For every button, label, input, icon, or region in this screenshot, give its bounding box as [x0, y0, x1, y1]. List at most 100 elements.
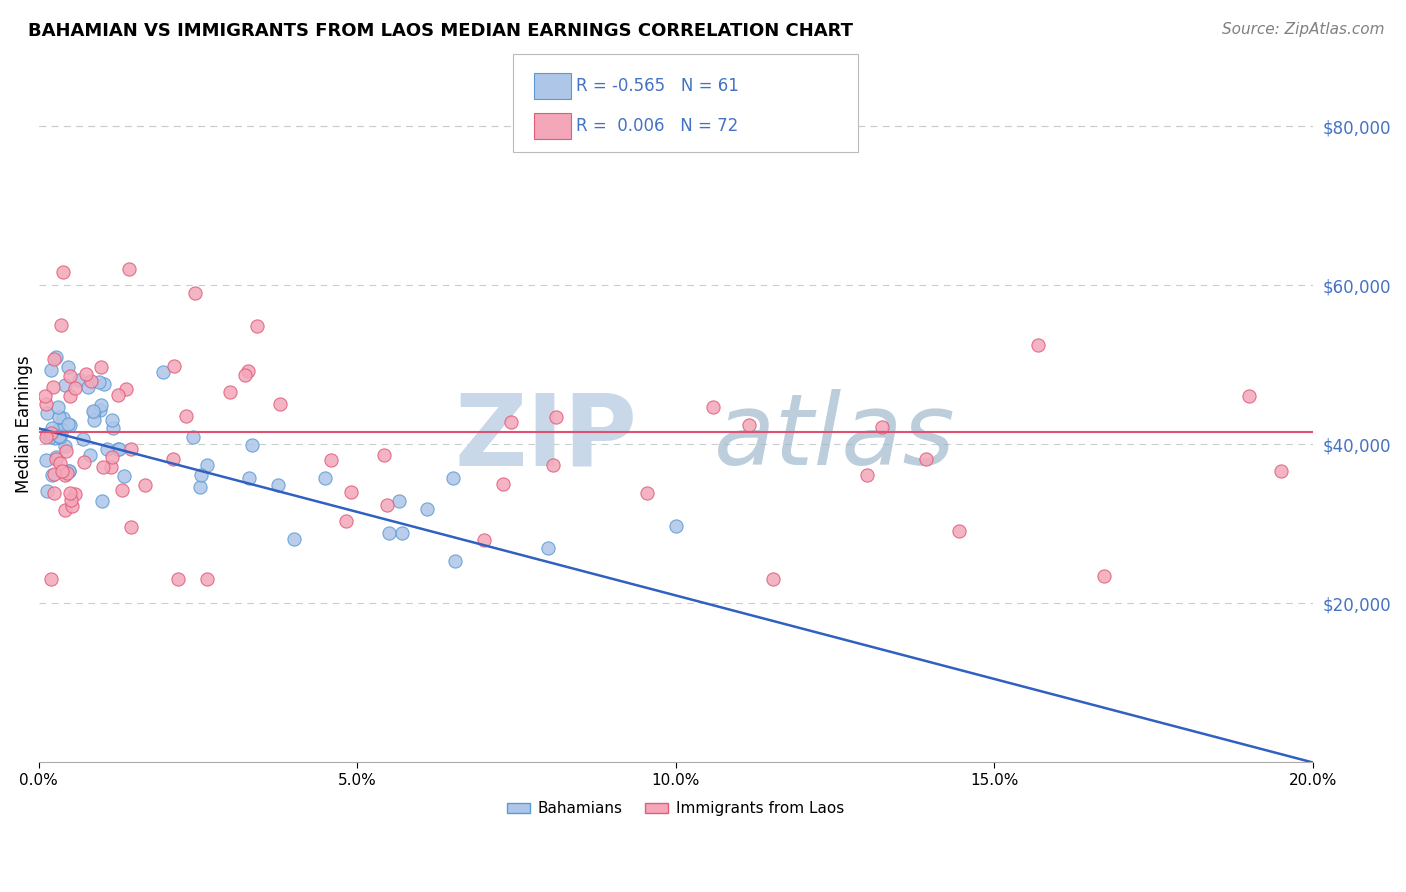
Point: [314, 471, 336, 485]
Point: [444, 553, 467, 567]
Text: ZIP: ZIP: [454, 390, 637, 486]
Point: [100, 460, 122, 475]
Point: [373, 448, 395, 462]
Text: R =  0.006   N = 72: R = 0.006 N = 72: [576, 117, 738, 135]
Point: [73, 455, 96, 469]
Point: [96, 442, 118, 456]
Point: [55, 443, 77, 458]
Point: [183, 286, 205, 301]
Point: [335, 514, 357, 528]
Point: [45, 350, 67, 364]
Point: [544, 410, 567, 425]
Point: [67, 372, 90, 386]
Point: [93, 376, 115, 391]
Text: Source: ZipAtlas.com: Source: ZipAtlas.com: [1222, 22, 1385, 37]
Point: [63, 487, 86, 501]
Point: [340, 484, 363, 499]
Point: [90, 360, 112, 375]
Point: [636, 486, 658, 500]
Point: [44, 431, 66, 445]
Point: [738, 418, 761, 433]
Point: [35, 426, 58, 441]
Point: [35, 406, 58, 420]
Point: [44, 467, 66, 481]
Point: [238, 471, 260, 485]
Point: [59, 493, 82, 508]
Point: [35, 483, 58, 498]
Point: [543, 458, 565, 472]
Point: [375, 498, 398, 512]
Point: [537, 541, 560, 556]
Point: [75, 368, 97, 382]
Point: [52, 411, 75, 425]
Point: [80, 375, 103, 389]
Point: [441, 471, 464, 485]
Point: [188, 480, 211, 494]
Point: [163, 359, 186, 374]
Point: [195, 573, 218, 587]
Point: [267, 478, 290, 492]
Point: [41, 420, 63, 434]
Point: [34, 453, 56, 467]
Point: [219, 385, 242, 400]
Text: BAHAMIAN VS IMMIGRANTS FROM LAOS MEDIAN EARNINGS CORRELATION CHART: BAHAMIAN VS IMMIGRANTS FROM LAOS MEDIAN …: [28, 22, 853, 40]
Point: [41, 380, 63, 394]
Point: [53, 467, 76, 482]
Point: [39, 430, 62, 444]
Point: [34, 389, 56, 403]
Point: [702, 400, 724, 414]
Point: [101, 413, 124, 427]
Point: [42, 485, 65, 500]
Point: [90, 398, 112, 412]
Point: [120, 519, 142, 533]
Legend: Bahamians, Immigrants from Laos: Bahamians, Immigrants from Laos: [501, 795, 851, 822]
Point: [65, 381, 87, 395]
Point: [51, 318, 73, 332]
Point: [46, 401, 69, 415]
Point: [49, 430, 72, 444]
Point: [83, 404, 105, 418]
Point: [49, 456, 72, 470]
Point: [91, 459, 114, 474]
Text: atlas: atlas: [714, 390, 956, 486]
Y-axis label: Median Earnings: Median Earnings: [15, 356, 32, 493]
Point: [120, 442, 142, 456]
Point: [48, 429, 70, 443]
Point: [62, 499, 84, 513]
Point: [82, 403, 104, 417]
Point: [56, 360, 79, 375]
Point: [665, 519, 688, 533]
Point: [118, 262, 141, 277]
Point: [35, 430, 58, 444]
Point: [59, 417, 82, 432]
Point: [45, 450, 67, 464]
Point: [378, 525, 401, 540]
Point: [90, 493, 112, 508]
Point: [115, 382, 138, 396]
Point: [112, 468, 135, 483]
Point: [51, 464, 73, 478]
Point: [56, 417, 79, 432]
Point: [58, 368, 80, 383]
Point: [45, 451, 67, 466]
Point: [174, 409, 197, 423]
Point: [59, 389, 82, 403]
Point: [388, 494, 411, 508]
Point: [41, 468, 63, 483]
Point: [474, 533, 496, 547]
Point: [162, 452, 184, 467]
Point: [1028, 338, 1050, 352]
Point: [240, 438, 263, 452]
Point: [48, 409, 70, 424]
Point: [152, 365, 174, 379]
Point: [42, 351, 65, 366]
Point: [181, 430, 204, 444]
Point: [53, 503, 76, 517]
Point: [499, 415, 522, 429]
Point: [46, 423, 69, 437]
Point: [870, 420, 893, 434]
Text: R = -0.565   N = 61: R = -0.565 N = 61: [576, 77, 740, 95]
Point: [1270, 464, 1292, 478]
Point: [39, 425, 62, 440]
Point: [246, 319, 269, 334]
